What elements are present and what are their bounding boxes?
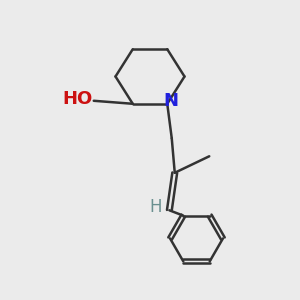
Text: H: H <box>150 198 162 216</box>
Text: N: N <box>163 92 178 110</box>
Text: HO: HO <box>62 90 92 108</box>
